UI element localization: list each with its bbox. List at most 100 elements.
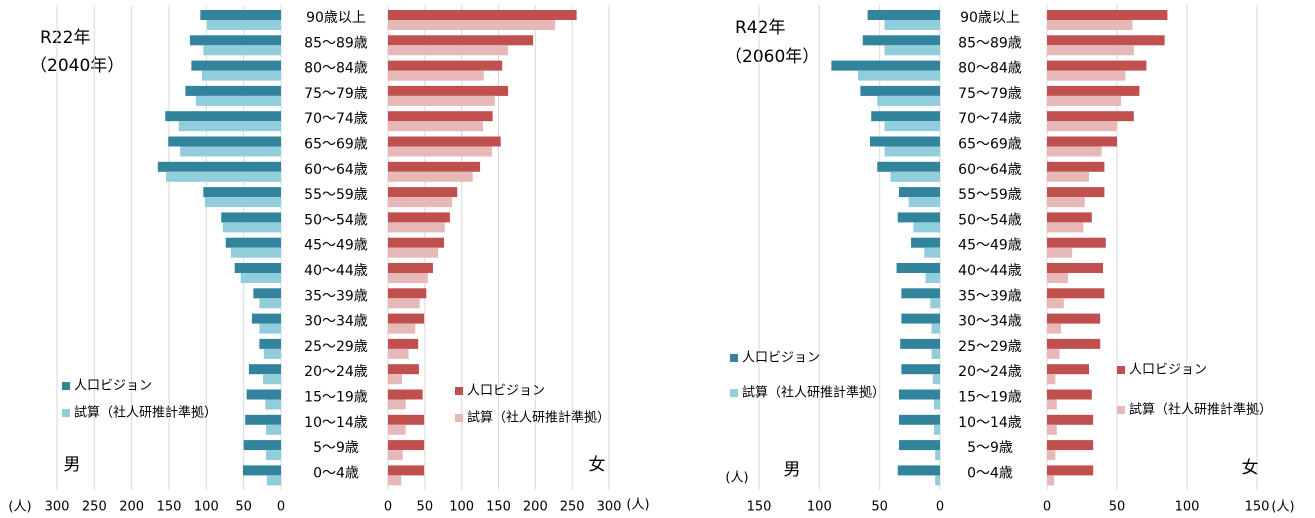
bar [203,187,281,198]
bar [388,45,509,56]
chart-subtitle: （2040年） [30,56,124,76]
legend-label: 試算（社人研推計準拠） [467,410,610,426]
bar [860,85,940,96]
category-label: 90歳以上 [960,10,1020,26]
bar [1047,313,1101,324]
legend-label: 試算（社人研推計準拠） [742,385,885,401]
bar [388,414,425,425]
category-label: 45～49歳 [958,238,1022,254]
bar [246,389,281,400]
bar [890,171,940,182]
bar [1047,475,1054,486]
category-label: 0～4歳 [313,465,359,481]
bar [862,35,940,46]
bar [234,263,281,273]
x-tick-label: 100 [807,500,832,515]
bar [1047,450,1056,461]
category-label: 60～64歳 [958,162,1022,178]
bar [263,374,281,385]
bar [248,364,281,375]
category-label: 25～29歳 [958,339,1022,355]
category-label: 15～19歳 [958,390,1022,406]
category-label: 20～24歳 [958,364,1022,380]
bar [388,35,534,46]
bar [388,288,427,299]
category-label: 5～9歳 [967,440,1013,456]
legend-label: 人口ビジョン [74,379,152,394]
bar [388,263,433,273]
chart-title: R42年 [735,18,785,38]
bar [168,136,281,147]
category-label: 80～84歳 [958,61,1022,77]
bar [867,10,940,20]
unit-label: (人) [8,500,31,515]
bar [932,374,940,385]
bar [877,95,940,106]
category-label: 55～59歳 [304,187,368,203]
x-tick-label: 0 [936,500,944,515]
bar [388,121,484,132]
category-label: 5～9歳 [313,440,359,456]
bar [203,45,281,56]
bar [1047,45,1134,56]
category-label: 0～4歳 [967,465,1013,481]
sex-label: 女 [589,455,606,475]
bar [221,212,281,223]
bar [251,313,281,324]
bar [388,146,492,157]
category-label: 85～89歳 [958,35,1022,51]
bar [388,60,503,71]
bar [388,465,425,476]
bar [388,70,484,81]
bar [388,450,403,461]
bar [388,237,444,248]
bar [388,212,450,223]
bar [1047,263,1103,273]
bar [388,273,428,283]
bar [913,222,940,233]
bar [908,197,940,208]
bar [1047,288,1105,299]
bar [259,298,281,309]
x-tick-label: 250 [560,500,585,515]
bar [1047,414,1094,425]
bar [388,348,409,359]
bar [1047,161,1105,172]
bar [388,313,425,324]
bar [1047,374,1056,385]
bar [207,20,281,30]
bar [1047,136,1117,147]
bar [388,136,501,147]
category-label: 65～69歳 [958,137,1022,153]
category-label: 40～44歳 [958,263,1022,279]
bar [265,399,281,410]
x-tick-label: 300 [597,500,622,515]
bar [1047,222,1084,233]
bar [897,212,940,223]
bar [388,475,402,486]
bar [898,187,940,198]
category-label: 60～64歳 [304,162,368,178]
bar [388,95,495,106]
legend-swatch [730,354,738,362]
x-tick-label: 300 [45,500,70,515]
sex-label: 女 [1242,458,1259,478]
bar [1047,60,1147,71]
bar [1047,399,1057,410]
bar [1047,440,1094,451]
bar [1047,70,1126,81]
bar [388,85,509,96]
bar [931,323,940,334]
bar [195,95,281,106]
x-tick-label: 150 [1245,500,1270,515]
category-label: 20～24歳 [304,364,368,380]
bar [901,364,940,375]
x-tick-label: 50 [417,500,434,515]
bar [1047,171,1089,182]
chart-subtitle: （2060年） [725,47,819,67]
bar [225,237,281,248]
bar [897,465,940,476]
x-tick-label: 50 [1109,500,1126,515]
bar [388,374,402,385]
bar [388,338,419,349]
